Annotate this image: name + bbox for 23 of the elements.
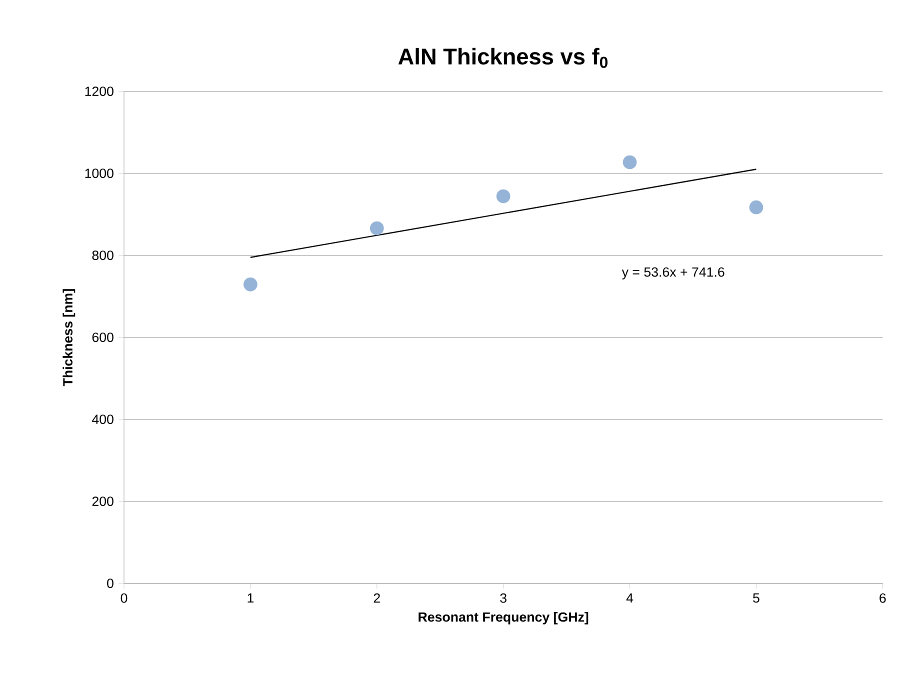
annotation: y = 53.6x + 741.6: [622, 267, 724, 280]
point: [496, 189, 510, 204]
x-axis-title: Resonant Frequency [GHz]: [418, 612, 588, 624]
chart-title: AlN Thickness vs f$_{0}$: [398, 48, 608, 68]
x-tick-label: 3: [500, 593, 506, 603]
point: [749, 200, 764, 214]
y-tick-label: 0: [107, 578, 114, 588]
y-axis-title: Thickness [nm]: [62, 289, 76, 386]
x-tick-label: 5: [753, 593, 760, 603]
x-tick-label: 1: [248, 593, 254, 603]
y-tick-label: 200: [92, 496, 114, 506]
y-tick-label: 1000: [85, 168, 114, 178]
point: [370, 221, 384, 236]
y-tick-label: 800: [92, 250, 114, 260]
y-tick-label: 600: [92, 332, 114, 342]
x-tick-label: 4: [626, 593, 634, 603]
point: [622, 155, 637, 170]
point: [244, 277, 258, 292]
y-tick-label: 1200: [85, 86, 114, 96]
x-tick-label: 0: [120, 593, 128, 603]
y-tick-label: 400: [92, 414, 114, 424]
x-tick-label: 6: [880, 593, 886, 603]
x-tick-label: 2: [374, 593, 380, 603]
